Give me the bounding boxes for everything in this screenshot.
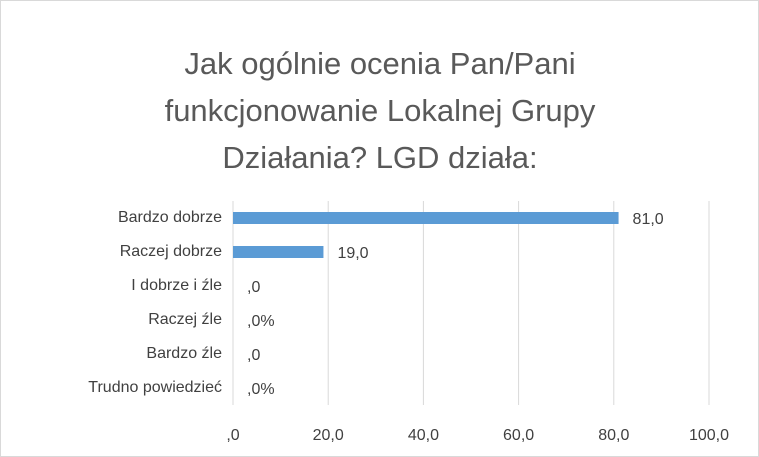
y-tick-label: I dobrze i źle: [131, 277, 222, 294]
x-tick-label: 60,0: [503, 427, 534, 444]
y-tick-label: Bardzo źle: [146, 345, 222, 362]
value-label: 81,0: [633, 211, 664, 228]
value-label: ,0: [247, 279, 260, 296]
y-tick-label: Raczej dobrze: [120, 243, 222, 260]
y-tick-label: Bardzo dobrze: [118, 209, 222, 226]
x-tick-label: 80,0: [598, 427, 629, 444]
y-tick-label: Raczej źle: [148, 311, 222, 328]
x-tick-label: ,0: [226, 427, 239, 444]
value-label: ,0%: [247, 381, 275, 398]
bar: [233, 212, 619, 224]
value-label: 19,0: [337, 245, 368, 262]
bar: [233, 246, 324, 258]
x-tick-label: 40,0: [408, 427, 439, 444]
value-label: ,0: [247, 347, 260, 364]
x-tick-label: 20,0: [313, 427, 344, 444]
y-tick-label: Trudno powiedzieć: [88, 379, 222, 396]
chart-title: Jak ogólnie ocenia Pan/Pani funkcjonowan…: [164, 46, 596, 175]
x-tick-label: 100,0: [689, 427, 729, 444]
value-label: ,0%: [247, 313, 275, 330]
